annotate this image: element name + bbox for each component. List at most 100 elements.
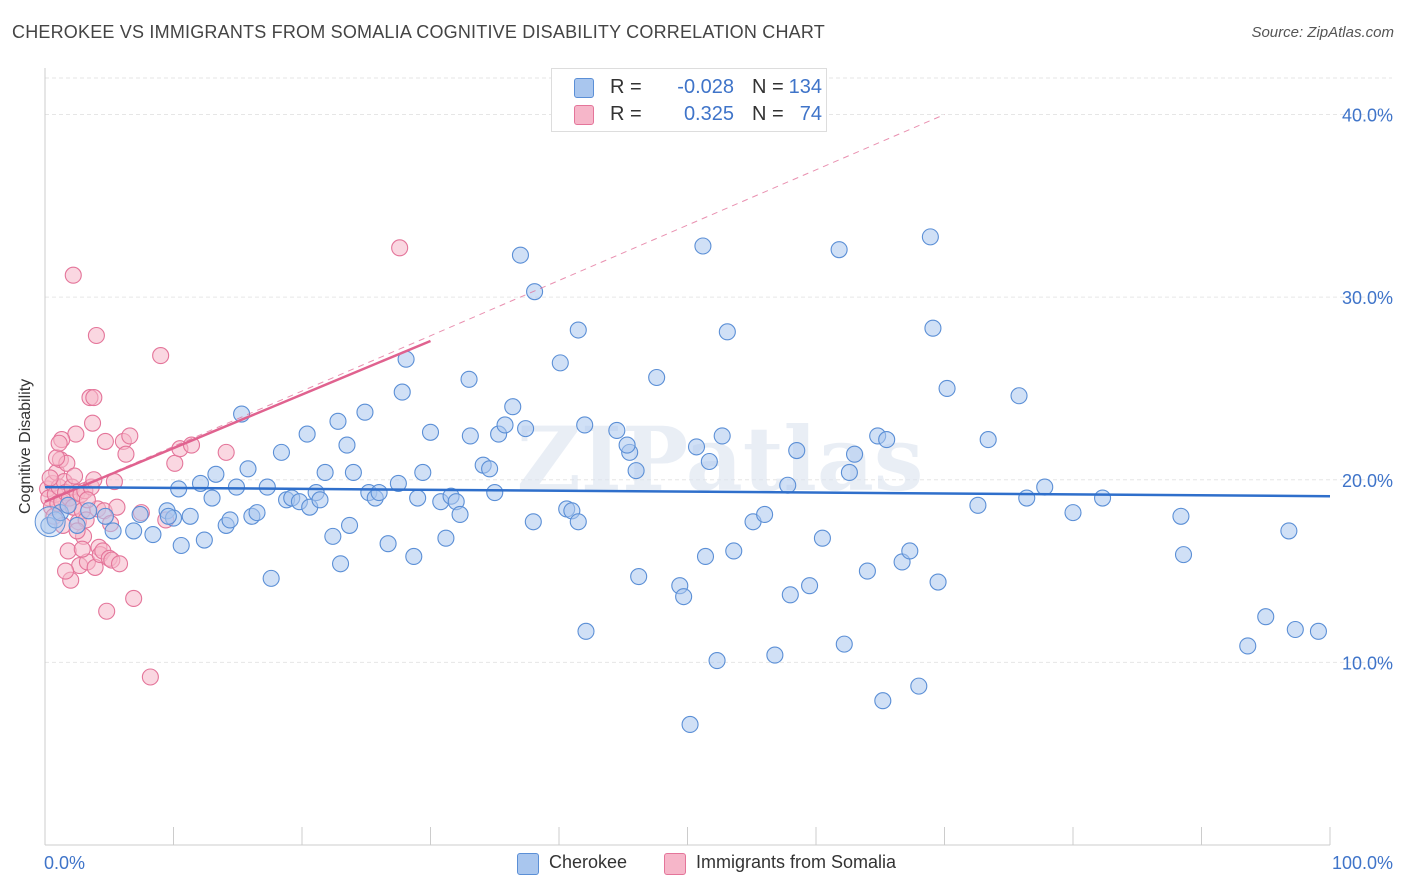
cherokee-point <box>687 438 706 456</box>
cherokee-point <box>172 536 190 555</box>
cherokee-point <box>331 555 350 573</box>
cherokee-point <box>675 588 693 606</box>
cherokee-point <box>262 569 280 587</box>
cherokee-point <box>801 577 819 595</box>
cherokee-point <box>451 505 469 524</box>
cherokee-point <box>618 436 636 454</box>
cherokee-point <box>329 412 347 430</box>
cherokee-swatch <box>574 78 594 98</box>
cherokee-point <box>924 319 942 337</box>
cherokee-point <box>181 507 199 525</box>
cherokee-point <box>874 692 892 710</box>
cherokee-point <box>878 431 896 449</box>
somalia-point <box>50 434 68 452</box>
cherokee-point <box>496 416 514 434</box>
cherokee-point <box>258 478 276 496</box>
cherokee-point <box>725 542 743 560</box>
cherokee-point <box>779 476 797 494</box>
cherokee-point <box>700 452 718 471</box>
cherokee-point <box>486 483 504 502</box>
cherokee-point <box>845 445 864 463</box>
cherokee-point <box>125 522 143 540</box>
cherokee-point <box>577 622 595 640</box>
cherokee-point <box>59 496 77 514</box>
somalia-point <box>110 555 129 573</box>
cherokee-point <box>437 529 455 547</box>
cherokee-point <box>227 478 246 496</box>
cherokee-point <box>96 507 114 525</box>
cherokee-point <box>203 489 221 507</box>
cherokee-point <box>979 431 997 449</box>
somalia-point <box>217 443 235 461</box>
bottom-legend-label: Cherokee <box>549 852 628 872</box>
cherokee-point <box>104 522 122 540</box>
cherokee-point <box>68 516 86 534</box>
somalia-swatch <box>664 853 686 875</box>
somalia-point <box>64 266 82 284</box>
cherokee-point <box>781 586 799 604</box>
cherokee-swatch <box>517 853 539 875</box>
n-label: N = <box>752 103 784 125</box>
y-tick-label: 30.0% <box>1342 288 1393 308</box>
cherokee-point <box>929 573 947 591</box>
cherokee-point <box>414 463 432 482</box>
somalia-point <box>85 389 103 407</box>
cherokee-point <box>159 507 177 525</box>
cherokee-point <box>356 403 374 421</box>
somalia-point <box>73 540 91 558</box>
n-label: N = <box>752 76 784 98</box>
chart-title: CHEROKEE VS IMMIGRANTS FROM SOMALIA COGN… <box>12 22 825 42</box>
cherokee-point <box>1280 522 1298 540</box>
cherokee-point <box>298 425 316 443</box>
somalia-point <box>41 469 59 487</box>
cherokee-point <box>910 677 928 695</box>
cherokee-point <box>504 398 522 416</box>
cherokee-point <box>1174 546 1193 564</box>
cherokee-point <box>1309 622 1327 640</box>
x-tick-label: 0.0% <box>44 853 85 873</box>
somalia-trend-line <box>44 339 431 503</box>
cherokee-point <box>696 547 715 566</box>
cherokee-point <box>756 505 774 524</box>
cherokee-point <box>718 323 736 341</box>
somalia-point <box>87 326 105 345</box>
cherokee-point <box>248 504 266 522</box>
cherokee-point <box>766 646 784 664</box>
cherokee-point <box>1018 489 1036 507</box>
cherokee-point-cluster <box>34 506 66 538</box>
cherokee-point <box>393 383 411 401</box>
source-credit: Source: ZipAtlas.com <box>1251 24 1394 41</box>
cherokee-point <box>389 474 407 492</box>
cherokee-point <box>1239 637 1257 655</box>
somalia-point <box>108 498 126 516</box>
y-tick-label: 40.0% <box>1342 106 1393 126</box>
cherokee-point <box>1257 608 1275 626</box>
cherokee-point <box>239 460 257 478</box>
cherokee-point <box>221 511 239 529</box>
cherokee-point <box>131 505 149 524</box>
somalia-point <box>152 347 170 365</box>
somalia-point <box>96 432 114 450</box>
somalia-swatch <box>574 105 594 125</box>
cherokee-point <box>1064 504 1082 522</box>
cherokee-point <box>340 516 359 534</box>
cherokee-point <box>681 715 699 734</box>
cherokee-point <box>311 491 329 509</box>
cherokee-point <box>938 379 956 398</box>
cherokee-point <box>830 241 848 259</box>
cherokee-point <box>813 529 831 547</box>
cherokee-point <box>409 489 427 507</box>
somalia-trend-extension <box>44 114 945 503</box>
y-tick-label: 20.0% <box>1342 471 1393 491</box>
cherokee-point <box>517 420 535 438</box>
cherokee-point <box>1010 387 1028 405</box>
cherokee-point <box>316 463 334 482</box>
cherokee-point <box>921 228 939 246</box>
cherokee-point <box>1094 489 1112 507</box>
somalia-point <box>166 454 184 472</box>
cherokee-point <box>338 436 356 454</box>
somalia-point <box>125 589 143 608</box>
n-value: 134 <box>788 76 822 98</box>
somalia-point <box>141 668 159 686</box>
